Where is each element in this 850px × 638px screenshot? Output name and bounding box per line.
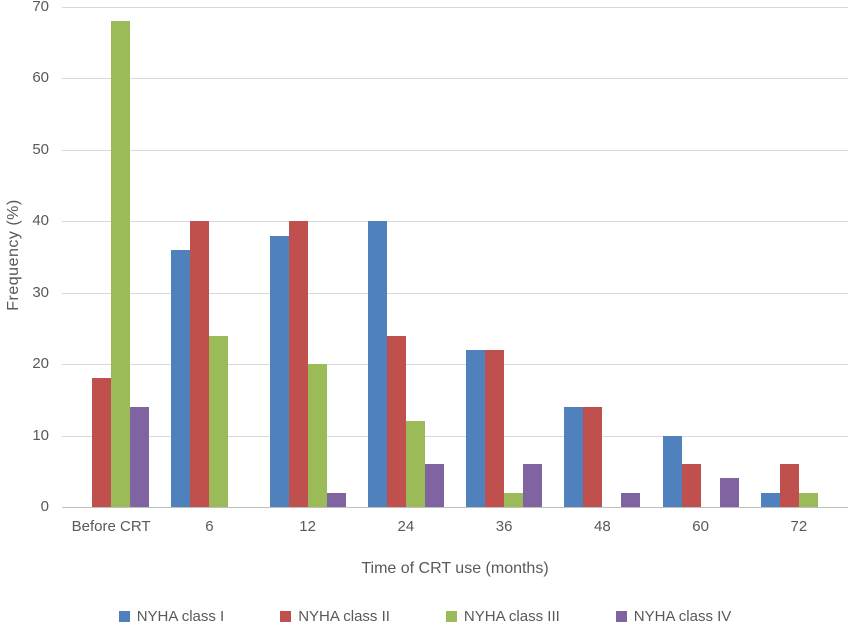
- legend-label: NYHA class IV: [633, 608, 732, 625]
- x-tick-label-24: 24: [397, 518, 415, 535]
- bar-nyha-class-ii-before-crt: [92, 378, 112, 507]
- bar-group-36: 36: [455, 7, 553, 535]
- y-tick-label-0: 0: [40, 498, 49, 516]
- y-tick-label-50: 50: [32, 141, 49, 159]
- bar-group-before-crt: Before CRT: [62, 7, 160, 535]
- bar-nyha-class-iv-before-crt: [130, 407, 150, 507]
- bar-nyha-class-iv-48: [621, 492, 641, 507]
- bar-groups: Before CRT 6 12 24 36 48 60 72: [62, 7, 848, 535]
- bar-group-72: 72: [750, 7, 848, 535]
- x-tick-label-48: 48: [594, 518, 611, 535]
- bar-nyha-class-i-48: [564, 407, 584, 507]
- bar-nyha-class-iii-24: [405, 421, 425, 507]
- x-axis-title: Time of CRT use (months): [361, 560, 549, 577]
- bar-group-48: 48: [553, 7, 651, 535]
- bar-nyha-class-i-36: [466, 349, 486, 507]
- bar-nyha-class-ii-6: [190, 221, 210, 507]
- x-axis-line: [62, 507, 848, 508]
- bar-nyha-class-ii-12: [288, 221, 308, 507]
- bar-nyha-class-iv-60: [719, 478, 739, 507]
- gridline-60: [62, 78, 848, 80]
- legend-swatch-icon: [118, 611, 130, 622]
- bar-nyha-class-ii-60: [681, 464, 701, 507]
- legend-item-nyha-class-iv: NYHA class IV: [615, 608, 732, 625]
- y-tick-label-10: 10: [32, 426, 49, 444]
- x-tick-label-before-crt: Before CRT: [71, 518, 151, 535]
- gridline-20: [62, 364, 848, 366]
- y-tick-label-40: 40: [32, 212, 49, 230]
- bar-nyha-class-i-60: [662, 435, 682, 507]
- x-tick-label-6: 6: [205, 518, 214, 535]
- bar-nyha-class-iii-36: [504, 492, 524, 507]
- bar-nyha-class-i-72: [760, 492, 780, 507]
- bar-nyha-class-ii-24: [386, 335, 406, 507]
- bar-nyha-class-iii-before-crt: [111, 21, 131, 507]
- bar-nyha-class-iii-12: [307, 364, 327, 507]
- bar-nyha-class-ii-72: [779, 464, 799, 507]
- legend: NYHA class I NYHA class II NYHA class III N…: [0, 608, 850, 625]
- y-tick-label-20: 20: [32, 355, 49, 373]
- bar-nyha-class-iv-36: [523, 464, 543, 507]
- legend-swatch-icon: [615, 611, 627, 622]
- legend-label: NYHA class II: [298, 608, 390, 625]
- x-tick-label-60: 60: [692, 518, 709, 535]
- legend-label: NYHA class III: [463, 608, 560, 625]
- legend-label: NYHA class I: [136, 608, 225, 625]
- bar-nyha-class-ii-48: [583, 407, 603, 507]
- gridline-50: [62, 149, 848, 151]
- gridline-40: [62, 221, 848, 223]
- y-tick-label-60: 60: [32, 69, 49, 87]
- gridline-70: [62, 7, 848, 8]
- bar-nyha-class-iii-6: [209, 335, 229, 507]
- gridline-30: [62, 292, 848, 294]
- bar-group-6: 6: [160, 7, 258, 535]
- gridline-10: [62, 435, 848, 437]
- bar-nyha-class-ii-36: [485, 349, 505, 507]
- bar-nyha-class-i-12: [269, 235, 289, 507]
- x-tick-label-36: 36: [495, 518, 513, 535]
- bar-nyha-class-iii-72: [798, 492, 818, 507]
- bar-nyha-class-iv-12: [326, 492, 346, 507]
- x-tick-label-72: 72: [790, 518, 808, 535]
- bar-group-12: 12: [259, 7, 357, 535]
- bar-group-24: 24: [357, 7, 455, 535]
- y-tick-label-30: 30: [32, 283, 49, 301]
- x-tick-label-12: 12: [299, 518, 316, 535]
- bar-group-60: 60: [652, 7, 750, 535]
- legend-swatch-icon: [445, 611, 457, 622]
- y-axis-title: Frequency (%): [5, 199, 22, 311]
- bar-nyha-class-iv-24: [424, 464, 444, 507]
- legend-item-nyha-class-i: NYHA class I: [118, 608, 225, 625]
- bar-nyha-class-i-6: [171, 249, 191, 507]
- legend-swatch-icon: [280, 611, 292, 622]
- legend-item-nyha-class-iii: NYHA class III: [445, 608, 560, 625]
- y-tick-label-70: 70: [32, 0, 49, 16]
- plot-area: 0 10 20 30 40 50 60 70 Before CRT 6 12 24 36 48 60 72: [32, 0, 848, 535]
- legend-item-nyha-class-ii: NYHA class II: [280, 608, 390, 625]
- bar-nyha-class-i-24: [367, 221, 387, 507]
